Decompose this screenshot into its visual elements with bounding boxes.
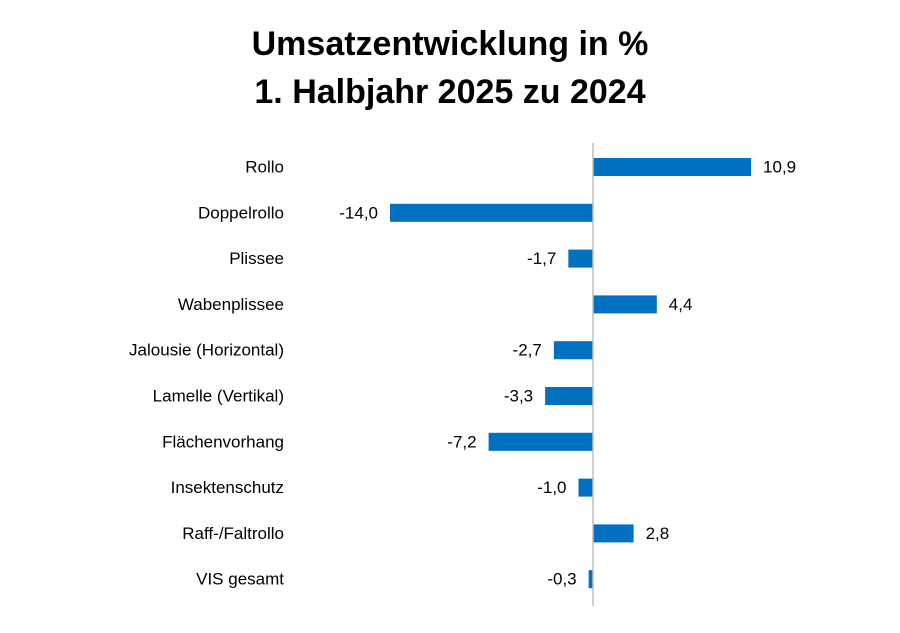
bar [593,295,657,314]
value-label: -3,3 [504,386,533,405]
bar [593,524,634,543]
category-label: Wabenplissee [178,295,284,314]
category-label: Jalousie (Horizontal) [129,341,284,360]
value-label: -2,7 [513,341,542,360]
bar [390,203,593,222]
value-label: -1,7 [527,249,556,268]
bar [578,478,593,497]
category-label: Insektenschutz [171,478,284,497]
category-label: Plissee [229,249,284,268]
bar [593,158,752,176]
value-label: 2,8 [646,524,670,543]
bar [588,570,593,589]
chart-subtitle: 1. Halbjahr 2025 zu 2024 [254,73,645,111]
value-label: -14,0 [339,203,378,222]
bar [568,249,593,268]
value-label: -0,3 [547,570,576,589]
category-label: Flächenvorhang [162,432,284,451]
bar [488,432,593,451]
bar [545,387,593,405]
chart-title: Umsatzentwicklung in % [252,25,649,63]
category-label: Lamelle (Vertikal) [153,386,284,405]
value-label: -1,0 [537,478,566,497]
value-label: -7,2 [447,432,476,451]
value-label: 10,9 [763,157,796,176]
bar [553,341,593,360]
category-label: Doppelrollo [198,203,284,222]
category-label: Rollo [245,157,284,176]
category-label: VIS gesamt [196,570,284,589]
value-label: 4,4 [669,295,693,314]
category-label: Raff-/Faltrollo [182,524,284,543]
